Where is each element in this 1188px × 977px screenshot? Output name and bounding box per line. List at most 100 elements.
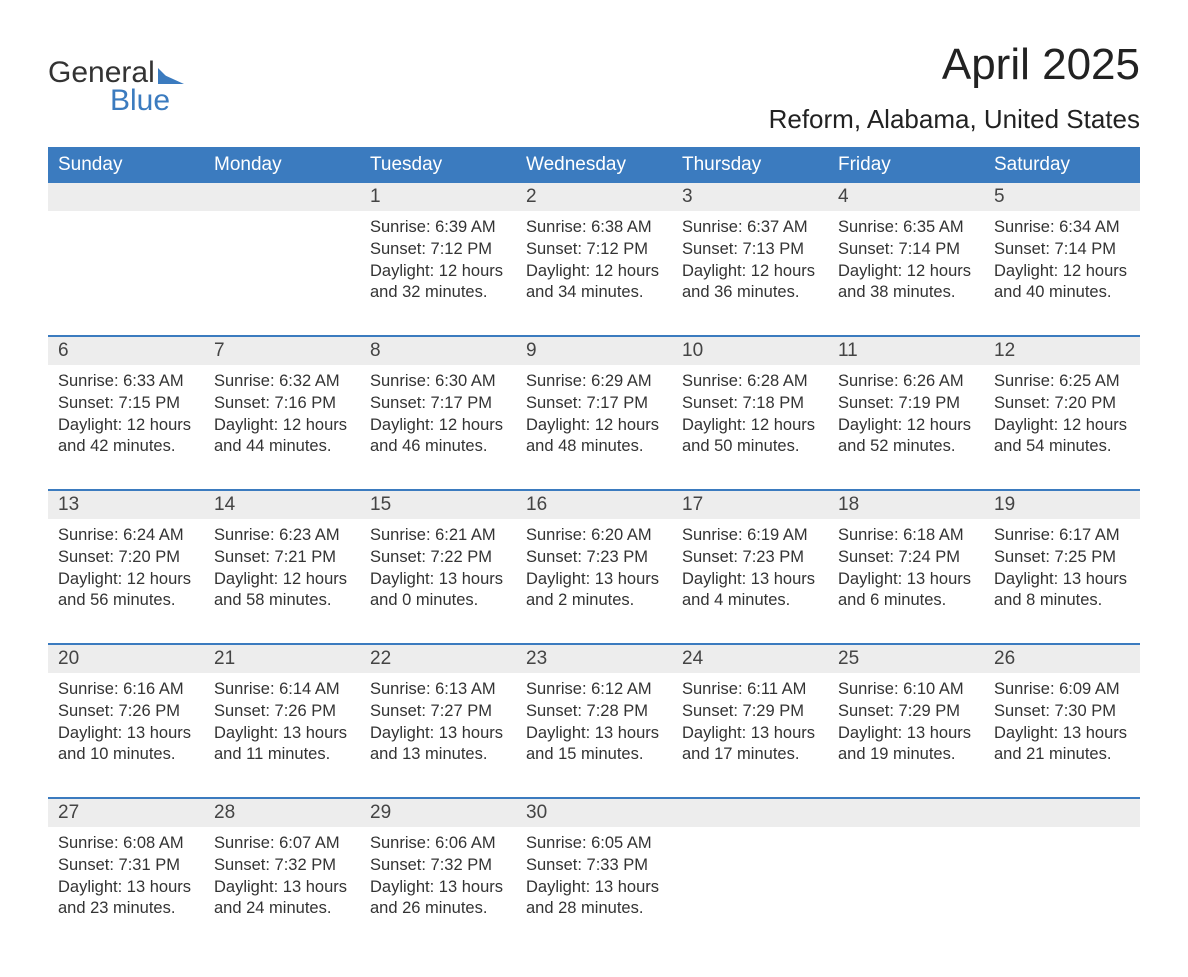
day-number: 1 bbox=[360, 183, 516, 211]
day-number: 3 bbox=[672, 183, 828, 211]
day-cell: Sunrise: 6:34 AMSunset: 7:14 PMDaylight:… bbox=[984, 211, 1140, 321]
day-number: 23 bbox=[516, 645, 672, 673]
sunrise-line: Sunrise: 6:39 AM bbox=[370, 217, 506, 239]
sunrise-line: Sunrise: 6:33 AM bbox=[58, 371, 194, 393]
day-number: 24 bbox=[672, 645, 828, 673]
weekday-label: Tuesday bbox=[360, 147, 516, 183]
month-title: April 2025 bbox=[769, 40, 1140, 90]
sunset-line: Sunset: 7:14 PM bbox=[838, 239, 974, 261]
day-cell: Sunrise: 6:26 AMSunset: 7:19 PMDaylight:… bbox=[828, 365, 984, 475]
title-block: April 2025 Reform, Alabama, United State… bbox=[769, 40, 1140, 135]
daylight-line: Daylight: 13 hours and 0 minutes. bbox=[370, 569, 506, 613]
sunrise-line: Sunrise: 6:08 AM bbox=[58, 833, 194, 855]
sunrise-line: Sunrise: 6:28 AM bbox=[682, 371, 818, 393]
daylight-line: Daylight: 12 hours and 36 minutes. bbox=[682, 261, 818, 305]
sunset-line: Sunset: 7:13 PM bbox=[682, 239, 818, 261]
sunrise-line: Sunrise: 6:30 AM bbox=[370, 371, 506, 393]
weekday-label: Friday bbox=[828, 147, 984, 183]
day-cell: Sunrise: 6:08 AMSunset: 7:31 PMDaylight:… bbox=[48, 827, 204, 937]
daynum-row: 13141516171819 bbox=[48, 491, 1140, 519]
sunset-line: Sunset: 7:12 PM bbox=[370, 239, 506, 261]
daylight-line: Daylight: 13 hours and 23 minutes. bbox=[58, 877, 194, 921]
sunset-line: Sunset: 7:29 PM bbox=[682, 701, 818, 723]
day-number: 4 bbox=[828, 183, 984, 211]
sunrise-line: Sunrise: 6:38 AM bbox=[526, 217, 662, 239]
daynum-row: 27282930 bbox=[48, 799, 1140, 827]
daylight-line: Daylight: 12 hours and 32 minutes. bbox=[370, 261, 506, 305]
sunset-line: Sunset: 7:20 PM bbox=[994, 393, 1130, 415]
day-cell: Sunrise: 6:11 AMSunset: 7:29 PMDaylight:… bbox=[672, 673, 828, 783]
sunset-line: Sunset: 7:32 PM bbox=[370, 855, 506, 877]
sunrise-line: Sunrise: 6:34 AM bbox=[994, 217, 1130, 239]
day-number: 18 bbox=[828, 491, 984, 519]
day-number bbox=[204, 183, 360, 211]
day-number bbox=[984, 799, 1140, 827]
day-cell: Sunrise: 6:24 AMSunset: 7:20 PMDaylight:… bbox=[48, 519, 204, 629]
sunrise-line: Sunrise: 6:23 AM bbox=[214, 525, 350, 547]
weekday-label: Monday bbox=[204, 147, 360, 183]
sunset-line: Sunset: 7:19 PM bbox=[838, 393, 974, 415]
day-cell bbox=[204, 211, 360, 321]
day-cell bbox=[984, 827, 1140, 937]
logo-word2: Blue bbox=[110, 84, 170, 118]
sunrise-line: Sunrise: 6:12 AM bbox=[526, 679, 662, 701]
daylight-line: Daylight: 12 hours and 42 minutes. bbox=[58, 415, 194, 459]
day-number: 29 bbox=[360, 799, 516, 827]
sunrise-line: Sunrise: 6:20 AM bbox=[526, 525, 662, 547]
day-number: 7 bbox=[204, 337, 360, 365]
daynum-row: 20212223242526 bbox=[48, 645, 1140, 673]
sunset-line: Sunset: 7:12 PM bbox=[526, 239, 662, 261]
sunset-line: Sunset: 7:26 PM bbox=[58, 701, 194, 723]
sunset-line: Sunset: 7:23 PM bbox=[526, 547, 662, 569]
sunset-line: Sunset: 7:26 PM bbox=[214, 701, 350, 723]
sunset-line: Sunset: 7:16 PM bbox=[214, 393, 350, 415]
week-row: 6789101112Sunrise: 6:33 AMSunset: 7:15 P… bbox=[48, 335, 1140, 475]
day-number: 11 bbox=[828, 337, 984, 365]
day-cell: Sunrise: 6:38 AMSunset: 7:12 PMDaylight:… bbox=[516, 211, 672, 321]
day-number: 16 bbox=[516, 491, 672, 519]
day-number: 8 bbox=[360, 337, 516, 365]
day-number: 30 bbox=[516, 799, 672, 827]
day-cell: Sunrise: 6:13 AMSunset: 7:27 PMDaylight:… bbox=[360, 673, 516, 783]
day-cell: Sunrise: 6:18 AMSunset: 7:24 PMDaylight:… bbox=[828, 519, 984, 629]
daylight-line: Daylight: 13 hours and 21 minutes. bbox=[994, 723, 1130, 767]
day-cell: Sunrise: 6:09 AMSunset: 7:30 PMDaylight:… bbox=[984, 673, 1140, 783]
sunrise-line: Sunrise: 6:05 AM bbox=[526, 833, 662, 855]
daylight-line: Daylight: 13 hours and 4 minutes. bbox=[682, 569, 818, 613]
day-number: 9 bbox=[516, 337, 672, 365]
weekday-label: Sunday bbox=[48, 147, 204, 183]
day-number: 5 bbox=[984, 183, 1140, 211]
daylight-line: Daylight: 13 hours and 17 minutes. bbox=[682, 723, 818, 767]
day-cell: Sunrise: 6:33 AMSunset: 7:15 PMDaylight:… bbox=[48, 365, 204, 475]
day-cell: Sunrise: 6:25 AMSunset: 7:20 PMDaylight:… bbox=[984, 365, 1140, 475]
day-cell: Sunrise: 6:06 AMSunset: 7:32 PMDaylight:… bbox=[360, 827, 516, 937]
daylight-line: Daylight: 12 hours and 46 minutes. bbox=[370, 415, 506, 459]
daylight-line: Daylight: 13 hours and 11 minutes. bbox=[214, 723, 350, 767]
sunset-line: Sunset: 7:30 PM bbox=[994, 701, 1130, 723]
sunrise-line: Sunrise: 6:17 AM bbox=[994, 525, 1130, 547]
day-number bbox=[48, 183, 204, 211]
day-cell: Sunrise: 6:12 AMSunset: 7:28 PMDaylight:… bbox=[516, 673, 672, 783]
sunset-line: Sunset: 7:15 PM bbox=[58, 393, 194, 415]
day-cell: Sunrise: 6:05 AMSunset: 7:33 PMDaylight:… bbox=[516, 827, 672, 937]
day-number: 26 bbox=[984, 645, 1140, 673]
day-number: 12 bbox=[984, 337, 1140, 365]
sunrise-line: Sunrise: 6:13 AM bbox=[370, 679, 506, 701]
day-number: 17 bbox=[672, 491, 828, 519]
day-number: 21 bbox=[204, 645, 360, 673]
day-cell bbox=[828, 827, 984, 937]
sunset-line: Sunset: 7:25 PM bbox=[994, 547, 1130, 569]
sunrise-line: Sunrise: 6:37 AM bbox=[682, 217, 818, 239]
weekday-label: Saturday bbox=[984, 147, 1140, 183]
day-number: 2 bbox=[516, 183, 672, 211]
sunset-line: Sunset: 7:24 PM bbox=[838, 547, 974, 569]
sunset-line: Sunset: 7:27 PM bbox=[370, 701, 506, 723]
sunset-line: Sunset: 7:20 PM bbox=[58, 547, 194, 569]
sunset-line: Sunset: 7:21 PM bbox=[214, 547, 350, 569]
daylight-line: Daylight: 13 hours and 19 minutes. bbox=[838, 723, 974, 767]
day-cell: Sunrise: 6:39 AMSunset: 7:12 PMDaylight:… bbox=[360, 211, 516, 321]
daylight-line: Daylight: 12 hours and 34 minutes. bbox=[526, 261, 662, 305]
sunset-line: Sunset: 7:29 PM bbox=[838, 701, 974, 723]
daylight-line: Daylight: 13 hours and 15 minutes. bbox=[526, 723, 662, 767]
sunset-line: Sunset: 7:31 PM bbox=[58, 855, 194, 877]
